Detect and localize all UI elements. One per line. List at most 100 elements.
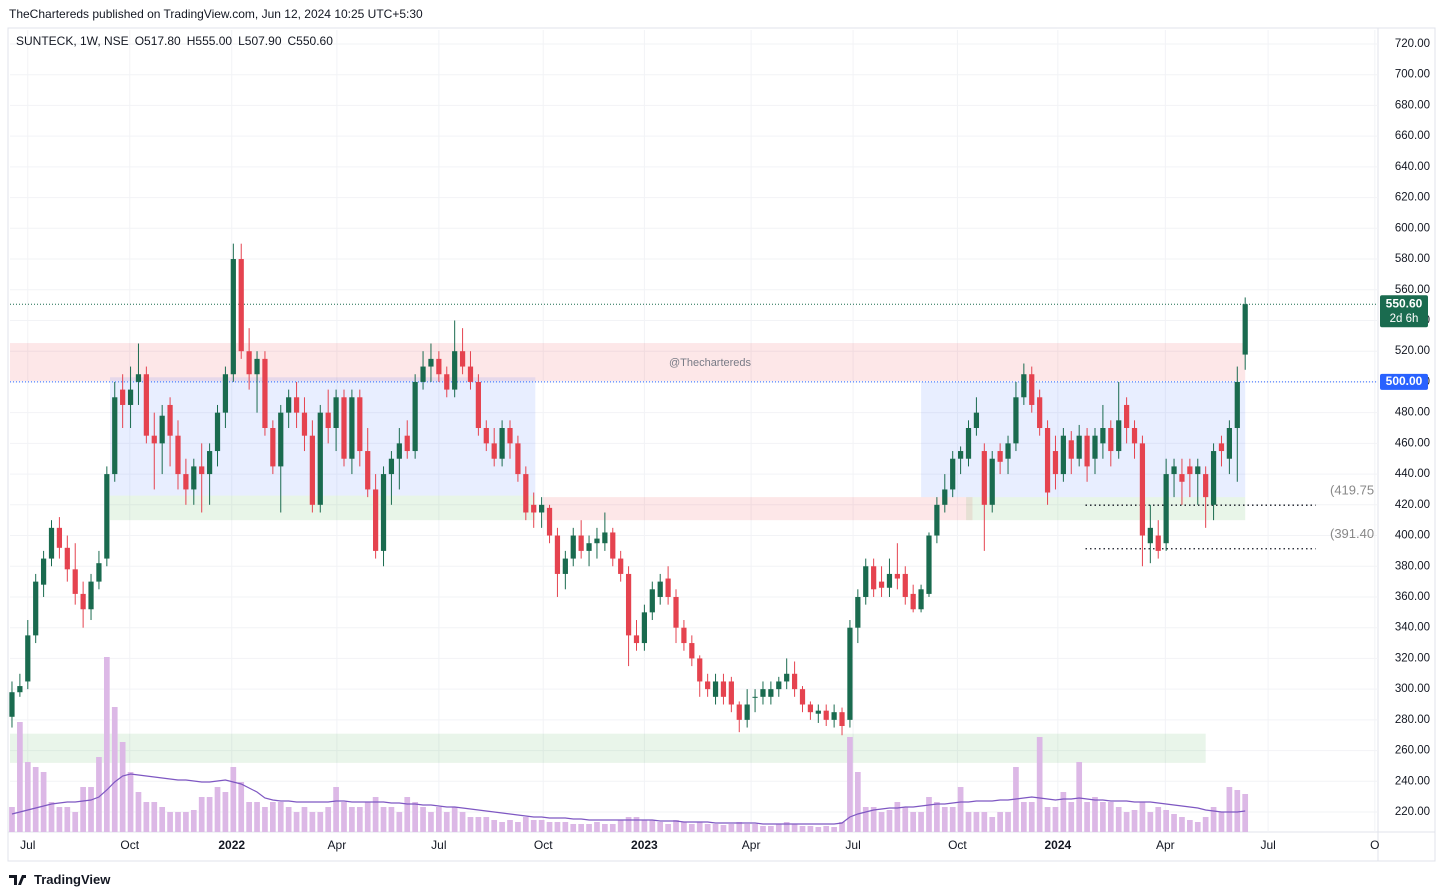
volume-bar [807, 826, 814, 832]
volume-bar [625, 817, 632, 832]
candle-body [48, 527, 55, 559]
candle-body [570, 535, 576, 559]
candle-body [9, 692, 15, 717]
volume-bar [72, 812, 79, 832]
candle-body [214, 412, 221, 452]
candle-body [396, 443, 402, 459]
candle-body [1116, 420, 1122, 452]
volume-bar [965, 812, 972, 832]
volume-bar [704, 824, 711, 832]
volume-bar [862, 807, 869, 832]
volume-bar [760, 826, 766, 832]
candle-body [918, 589, 924, 610]
candle-body [380, 474, 387, 551]
x-tick-label: Oct [534, 838, 553, 852]
x-tick-label: O [1370, 838, 1379, 852]
candle-body [475, 381, 481, 429]
candle-body [507, 428, 513, 444]
volume-bar [1092, 797, 1098, 832]
volume-bar [1100, 802, 1106, 832]
volume-bar [277, 802, 284, 832]
volume-bar [32, 767, 39, 832]
volume-bar [325, 807, 332, 832]
volume-bar [712, 824, 719, 832]
candle-body [942, 489, 948, 505]
y-tick-label: 660.00 [1395, 130, 1430, 142]
candle-body [40, 558, 47, 585]
candle-body [1037, 397, 1043, 429]
volume-bar [673, 820, 679, 832]
candle-body [420, 366, 426, 382]
volume-bar [981, 812, 988, 832]
volume-bar [854, 772, 861, 832]
candle-body [254, 358, 260, 375]
volume-bar [515, 822, 521, 832]
candle-body [309, 435, 315, 505]
candle-body [293, 397, 300, 413]
candle-body [317, 412, 323, 505]
candle-body [973, 412, 980, 429]
candle-body [902, 573, 908, 597]
candle-body [1179, 474, 1185, 482]
level-label: (419.75 [1330, 483, 1374, 498]
y-tick-label: 640.00 [1395, 161, 1430, 173]
x-tick-label: Apr [1156, 838, 1175, 852]
volume-bar [775, 824, 782, 832]
candle-body [491, 443, 497, 459]
y-tick-label: 460.00 [1395, 437, 1430, 449]
x-tick-label: Jul [20, 838, 35, 852]
candle-body [325, 412, 331, 429]
candle-body [965, 428, 972, 459]
x-tick-label: Oct [948, 838, 967, 852]
volume-bar [744, 824, 751, 832]
candle-body [744, 704, 750, 720]
volume-bar [657, 822, 664, 832]
candle-body [839, 712, 845, 727]
candle-body [720, 681, 727, 697]
candle-body [104, 474, 110, 559]
volume-bar [1131, 810, 1138, 832]
volume-bar [649, 820, 656, 832]
candle-body [1210, 451, 1217, 505]
candle-body [1187, 466, 1193, 475]
candle-body [1005, 443, 1011, 459]
volume-bar [926, 797, 932, 832]
volume-bar [538, 820, 545, 832]
candle-body [934, 504, 940, 536]
candle-body [886, 573, 893, 588]
candle-body [341, 397, 347, 459]
y-tick-label: 220.00 [1395, 806, 1430, 818]
candle-body [278, 412, 284, 467]
volume-bar [1084, 802, 1090, 832]
volume-bar [309, 812, 316, 832]
candle-body [333, 397, 339, 429]
candle-body [1068, 440, 1074, 459]
candle-body [926, 535, 932, 594]
candle-body [689, 643, 695, 659]
volume-bar [24, 762, 31, 832]
volume-bar [799, 826, 806, 832]
volume-bar [301, 807, 308, 832]
candle-body [238, 259, 244, 352]
volume-bar [214, 787, 221, 832]
x-tick-label: 2022 [218, 838, 245, 852]
candle-body [373, 489, 379, 551]
candle-body [950, 458, 956, 490]
candle-body [681, 627, 687, 644]
candle-body [1195, 466, 1201, 475]
volume-bar [1147, 812, 1154, 832]
volume-bar [262, 807, 268, 832]
candle-body [523, 474, 529, 513]
candle-body [768, 689, 774, 697]
volume-bar [499, 822, 505, 832]
candle-body [135, 374, 142, 382]
candle-body [1147, 527, 1153, 544]
volume-bar [483, 817, 490, 832]
volume-bar [736, 822, 743, 832]
candle-body [1163, 474, 1169, 544]
volume-bar [609, 824, 616, 832]
volume-bar [135, 792, 142, 832]
volume-bar [380, 807, 387, 832]
countdown-label: 2d 6h [1390, 313, 1419, 325]
candle-body [515, 443, 521, 475]
